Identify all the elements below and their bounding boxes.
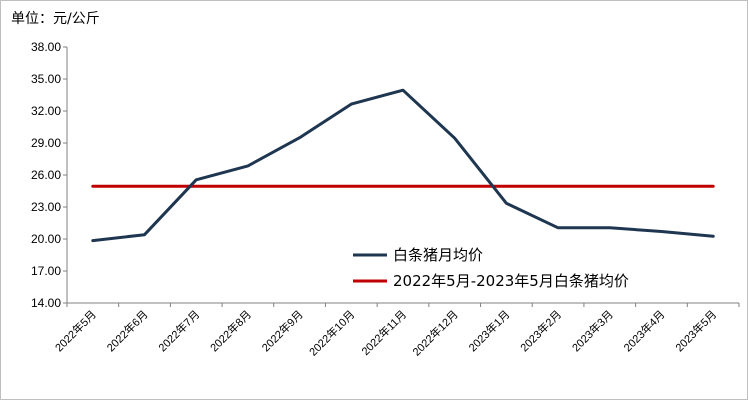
y-tick-label: 26.00 [31, 168, 61, 182]
x-tick-label: 2022年8月 [207, 307, 254, 354]
y-tick-label: 17.00 [31, 264, 61, 278]
x-tick-label: 2022年5月 [52, 307, 99, 354]
legend-label: 2022年5月-2023年5月白条猪均价 [393, 272, 629, 290]
x-tick-label: 2023年2月 [517, 307, 564, 354]
y-tick-label: 23.00 [31, 200, 61, 214]
x-tick-label: 2023年3月 [569, 307, 616, 354]
x-tick-label: 2022年10月 [306, 307, 357, 358]
y-tick-label: 14.00 [31, 296, 61, 310]
x-tick-label: 2022年7月 [155, 307, 202, 354]
x-tick-label: 2022年6月 [104, 307, 151, 354]
y-tick-label: 35.00 [31, 72, 61, 86]
x-tick-label: 2022年11月 [358, 307, 409, 358]
x-tick-label: 2023年1月 [465, 307, 512, 354]
y-tick-label: 32.00 [31, 104, 61, 118]
y-tick-label: 29.00 [31, 136, 61, 150]
y-tick-label: 20.00 [31, 232, 61, 246]
legend-label: 白条猪月均价 [393, 246, 483, 264]
x-tick-label: 2023年4月 [620, 307, 667, 354]
x-tick-label: 2022年12月 [409, 307, 460, 358]
y-tick-label: 38.00 [31, 40, 61, 54]
x-tick-label: 2023年5月 [672, 307, 719, 354]
x-tick-label: 2022年9月 [259, 307, 306, 354]
series-line-monthly-price [91, 88, 715, 243]
unit-label: 单位：元/公斤 [11, 11, 100, 27]
